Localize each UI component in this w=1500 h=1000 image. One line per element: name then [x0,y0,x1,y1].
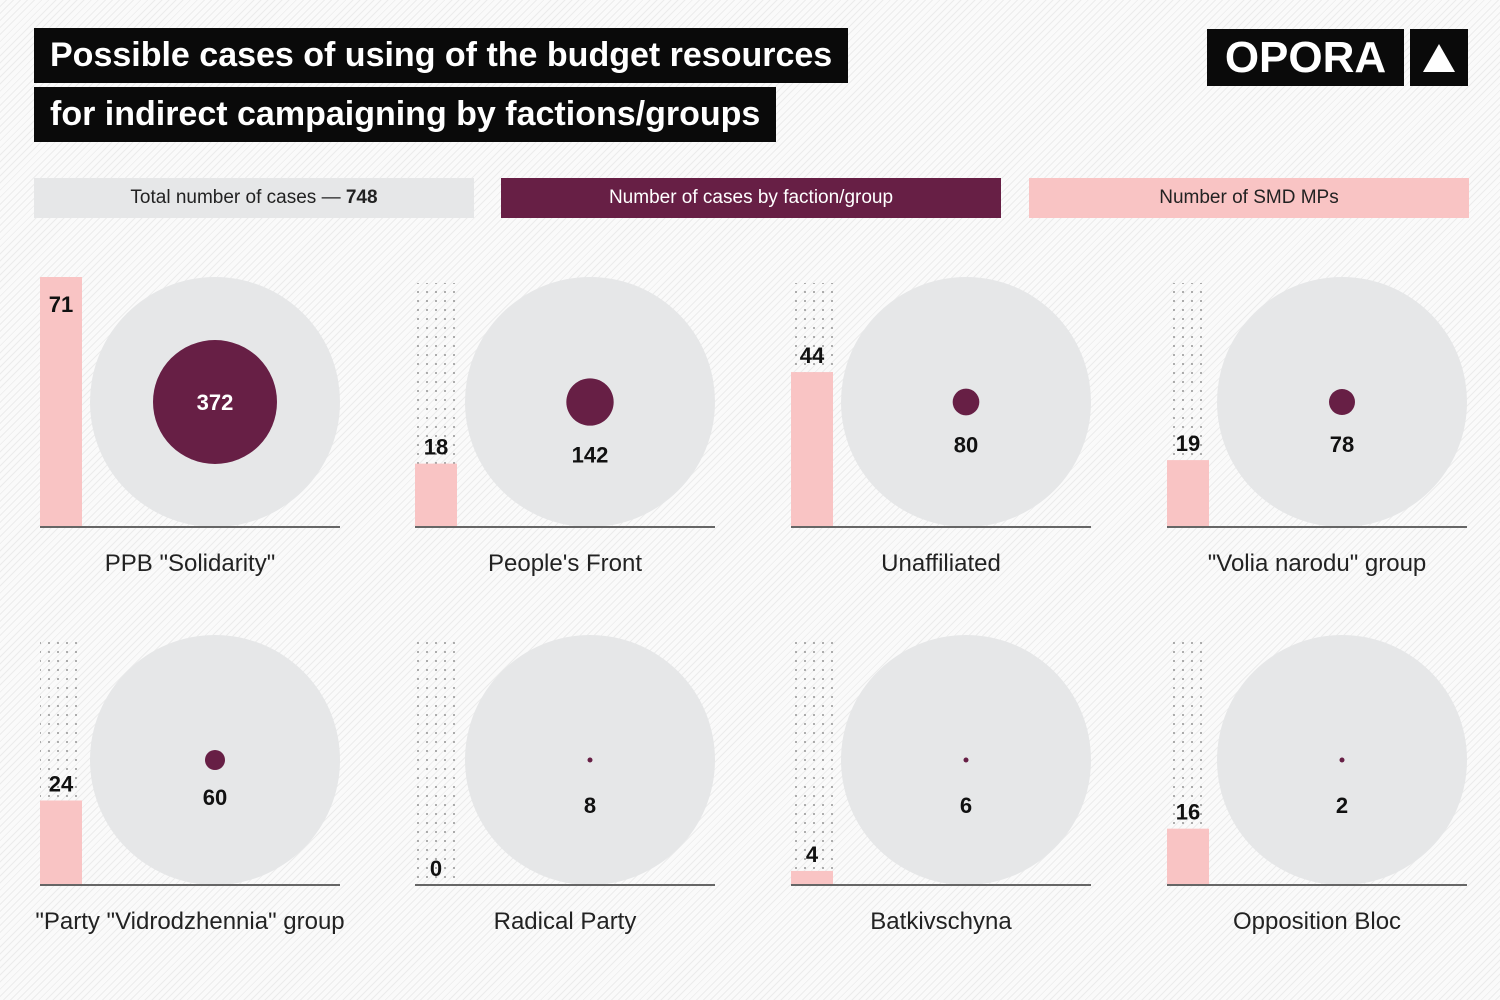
logo-text: OPORA [1207,29,1404,86]
legend-total: Total number of cases — 748 [34,178,474,218]
cases-circle [153,340,277,464]
category-label: Opposition Bloc [1233,908,1401,935]
cases-value: 2 [1336,793,1348,818]
mps-bar [1167,828,1209,885]
mps-bar [40,277,82,527]
category-label: Unaffiliated [881,550,1001,577]
mps-value: 4 [806,842,819,867]
cases-circle [1329,389,1355,415]
cases-circle [566,378,614,426]
cases-value: 80 [954,432,978,457]
cases-circle [1339,757,1345,763]
legend-total-label: Total number of cases — [130,187,346,208]
cases-value: 142 [572,443,609,468]
mps-bar [1167,460,1209,527]
cases-circle [205,750,225,770]
bar-background [415,641,457,885]
category-label: PPB "Solidarity" [105,550,275,577]
cases-circle [587,757,593,763]
opora-logo: OPORA [1207,29,1468,86]
mps-value: 16 [1176,800,1200,825]
category-label: "Party "Vidrodzhennia" group [35,908,344,935]
mps-bar [791,372,833,527]
title-line-1: Possible cases of using of the budget re… [34,28,849,83]
legend-total-value: 748 [345,187,378,208]
category-label: "Volia narodu" group [1208,550,1427,577]
legend-mps: Number of SMD MPs [1029,178,1469,218]
category-label: Batkivschyna [870,908,1012,935]
cases-value: 6 [960,793,972,818]
cases-value: 8 [584,793,596,818]
bar-background [791,641,833,885]
mps-value: 71 [49,292,73,317]
category-label: Radical Party [494,908,637,935]
triangle-up-icon [1410,29,1468,86]
mps-value: 44 [800,343,825,368]
title-line-2: for indirect campaigning by factions/gro… [34,87,777,142]
mps-bar [40,800,82,885]
mps-value: 24 [49,771,74,796]
cases-value: 372 [197,390,234,415]
cases-value: 60 [203,785,227,810]
mps-value: 18 [424,435,448,460]
category-label: People's Front [488,550,642,577]
mps-bar [791,870,833,885]
mps-value: 0 [430,856,442,881]
cases-circle [963,757,969,763]
mps-value: 19 [1176,431,1200,456]
legend-cases: Number of cases by faction/group [501,178,1001,218]
cases-value: 78 [1330,432,1354,457]
mps-bar [415,463,457,527]
cases-circle [952,388,980,416]
